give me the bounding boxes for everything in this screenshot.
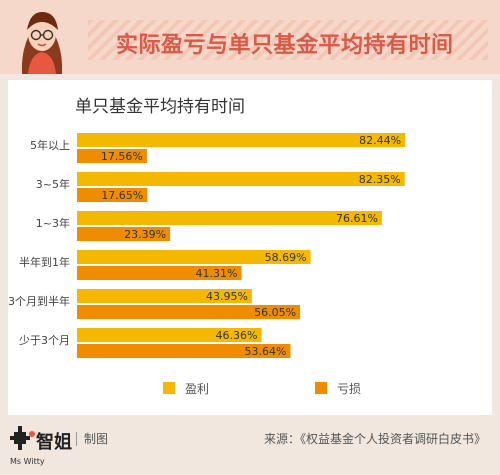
- category-label-3: 半年到1年: [19, 255, 70, 269]
- data-label-loss-1: 17.65%: [101, 189, 143, 202]
- data-label-loss-3: 41.31%: [195, 267, 237, 280]
- category-label-5: 少于3个月: [19, 334, 70, 347]
- bar-profit-1: [77, 172, 405, 186]
- data-label-loss-4: 56.05%: [254, 306, 296, 319]
- bar-profit-3: [77, 250, 311, 264]
- avatar-icon: [21, 12, 63, 74]
- chart-title: 单只基金平均持有时间: [75, 97, 245, 117]
- category-label-0: 5年以上: [30, 138, 70, 152]
- legend-profit-label: 盈利: [185, 381, 210, 396]
- logo-subtext: Ms Witty: [10, 457, 45, 466]
- legend-profit-swatch: [163, 382, 175, 394]
- bar-profit-4: [77, 289, 252, 303]
- footer-divider: [76, 432, 77, 446]
- category-label-4: 3个月到半年: [8, 294, 70, 308]
- data-label-profit-2: 76.61%: [336, 212, 378, 225]
- data-label-loss-5: 53.64%: [245, 345, 287, 358]
- category-label-2: 1~3年: [36, 216, 70, 230]
- data-label-loss-2: 23.39%: [124, 228, 166, 241]
- legend-loss-label: 亏损: [337, 381, 362, 396]
- legend-profit: 盈利: [163, 378, 209, 398]
- logo-text: 智姐: [36, 431, 72, 453]
- bar-loss-5: [77, 344, 291, 358]
- bar-loss-2: [77, 227, 171, 241]
- bar-loss-0: [77, 149, 147, 163]
- bar-profit-5: [77, 328, 262, 342]
- footer-made-label: 制图: [84, 432, 109, 446]
- legend-loss: 亏损: [315, 378, 361, 398]
- bar-loss-1: [77, 188, 148, 202]
- bar-loss-3: [77, 266, 242, 280]
- bar-loss-4: [77, 305, 301, 319]
- category-label-1: 3~5年: [36, 177, 70, 191]
- data-label-profit-5: 46.36%: [216, 329, 258, 342]
- logo-icon: 智姐 Ms Witty: [10, 426, 72, 466]
- header-stripe: [88, 20, 488, 60]
- data-label-profit-3: 58.69%: [265, 251, 307, 264]
- data-label-profit-1: 82.35%: [359, 173, 401, 186]
- bar-profit-0: [77, 133, 406, 147]
- legend-loss-swatch: [315, 382, 327, 394]
- data-label-loss-0: 17.56%: [101, 150, 143, 163]
- bar-profit-2: [77, 211, 382, 225]
- data-label-profit-0: 82.44%: [359, 134, 401, 147]
- data-label-profit-4: 43.95%: [206, 290, 248, 303]
- header-banner: 实际盈亏与单只基金平均持有时间: [0, 0, 500, 74]
- header-title: 实际盈亏与单只基金平均持有时间: [116, 33, 454, 58]
- footer-source: 来源：《权益基金个人投资者调研白皮书》: [263, 432, 486, 446]
